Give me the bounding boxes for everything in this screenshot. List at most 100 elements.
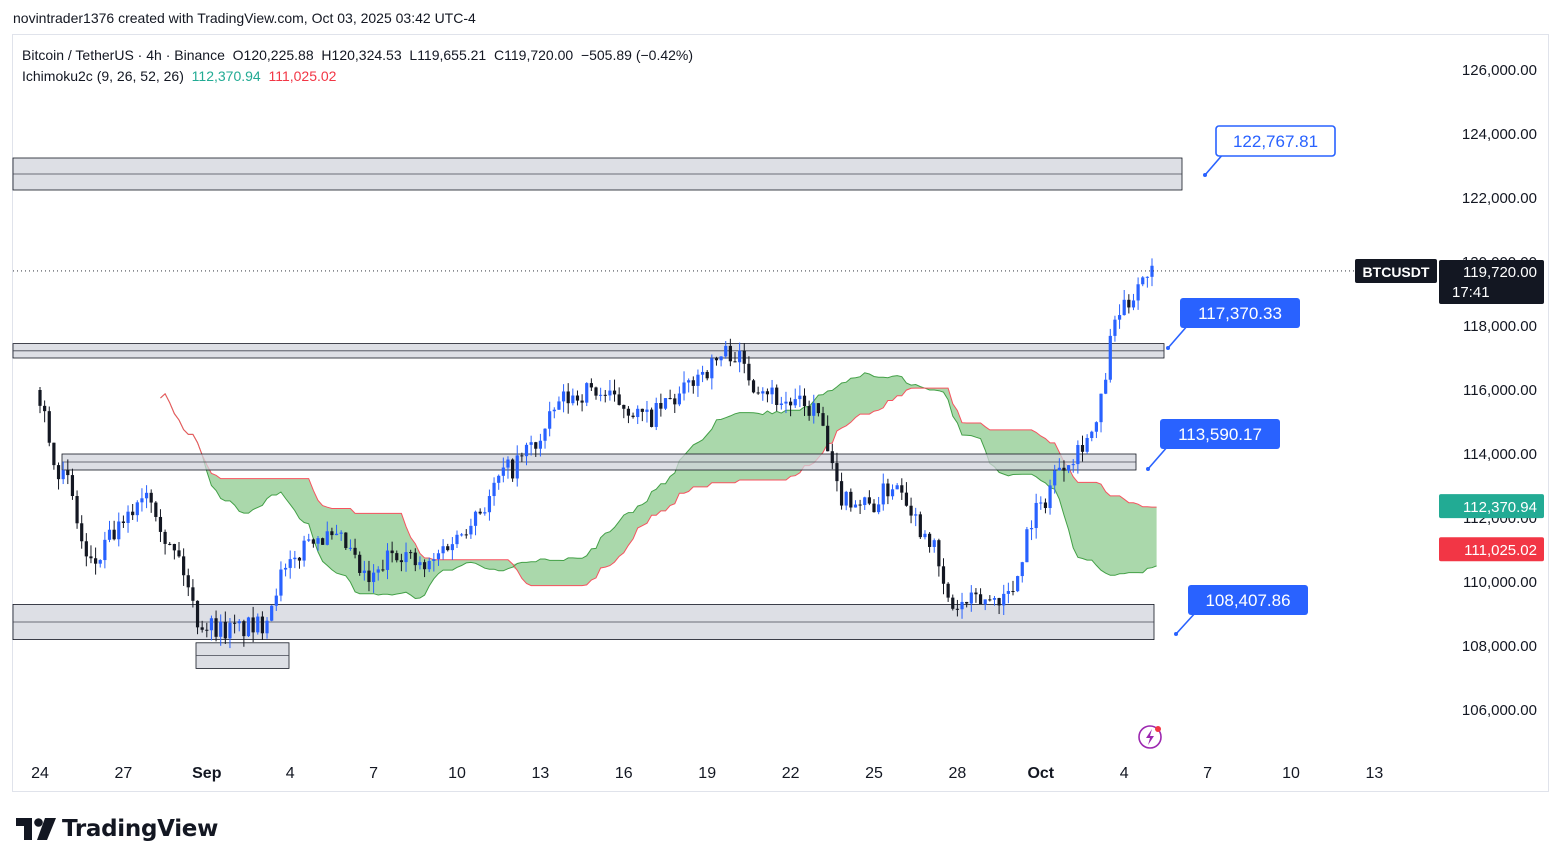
candle-body — [765, 391, 770, 395]
indicator-value-b: 111,025.02 — [268, 68, 337, 84]
open-label: O — [232, 47, 244, 63]
close-value: 119,720.00 — [504, 47, 574, 63]
candle-body — [297, 557, 302, 561]
candle-body — [376, 569, 380, 573]
candle-body — [802, 395, 807, 407]
candle-body — [548, 411, 552, 429]
candle-body — [135, 502, 139, 516]
candle-body — [107, 529, 112, 540]
high-label: H — [321, 47, 332, 63]
candle-body — [1034, 502, 1038, 529]
candle-body — [395, 553, 399, 561]
open-value: 120,225.88 — [243, 47, 314, 63]
candle-body — [1145, 276, 1149, 278]
candle-body — [687, 380, 691, 383]
candle-body — [923, 533, 927, 538]
candle-body — [302, 540, 306, 561]
candle-body — [890, 489, 895, 497]
candle-body — [1076, 445, 1080, 465]
candle-body — [182, 556, 186, 576]
candle-body — [473, 511, 478, 526]
x-tick-label: Sep — [192, 765, 222, 782]
y-tick-label: 126,000.00 — [1462, 62, 1537, 79]
chart-pane[interactable] — [12, 34, 1549, 792]
candle-body — [756, 392, 760, 394]
candle-body — [789, 401, 793, 406]
level-pointer-dot — [1166, 346, 1170, 350]
candle-body — [835, 463, 839, 482]
y-tick-label: 118,000.00 — [1463, 318, 1537, 335]
symbol-legend-row[interactable]: Bitcoin / TetherUS · 4h · Binance O120,2… — [22, 47, 694, 63]
candle-body — [455, 534, 459, 545]
alert-dot-icon — [1155, 726, 1161, 732]
level-pointer-dot — [1146, 467, 1150, 471]
candle-body — [742, 350, 746, 364]
candle-body — [918, 514, 922, 538]
candle-body — [372, 572, 376, 583]
candle-body — [1020, 562, 1024, 577]
candle-body — [427, 560, 431, 570]
candle-body — [983, 599, 987, 605]
candle-body — [589, 383, 593, 388]
symbol-exchange: Binance — [174, 47, 225, 63]
candle-body — [668, 398, 672, 400]
level-label-box — [1180, 298, 1300, 328]
candle-body — [233, 622, 237, 624]
x-tick-label: 24 — [31, 765, 49, 782]
candle-body — [612, 390, 617, 395]
candle-body — [1057, 467, 1061, 471]
candle-body — [1108, 335, 1112, 380]
candle-body — [617, 394, 621, 405]
candle-body — [413, 552, 417, 566]
candle-body — [339, 532, 343, 534]
candle-body — [163, 531, 167, 544]
candle-body — [246, 617, 251, 637]
candle-body — [1080, 445, 1085, 452]
candle-body — [270, 605, 274, 621]
y-tick-label: 124,000.00 — [1462, 126, 1537, 143]
indicator-value-a: 112,370.94 — [191, 68, 261, 84]
candle-body — [515, 455, 519, 479]
candle-body — [1002, 593, 1006, 606]
level-label-box — [1188, 585, 1308, 615]
candle-body — [955, 608, 959, 610]
candle-body — [293, 557, 297, 560]
candle-body — [631, 415, 635, 418]
candle-body — [98, 560, 102, 564]
x-tick-label: 4 — [286, 765, 295, 782]
candle-body — [279, 569, 283, 596]
candle-body — [103, 539, 107, 561]
candle-body — [1006, 591, 1010, 594]
last-price-badge-text: 119,720.00 — [1463, 264, 1537, 281]
candle-body — [594, 387, 598, 396]
candle-body — [960, 601, 964, 610]
candle-body — [928, 533, 932, 547]
candle-body — [603, 394, 607, 396]
tradingview-brand[interactable]: TradingView — [16, 816, 218, 842]
x-tick-label: 10 — [1282, 765, 1300, 782]
price-badge-text: 111,025.02 — [1464, 542, 1537, 559]
level-label-text: 122,767.81 — [1233, 132, 1318, 151]
indicator-legend-row[interactable]: Ichimoku2c (9, 26, 52, 26) 112,370.94 11… — [22, 66, 693, 87]
candle-body — [552, 409, 556, 412]
candle-body — [1136, 284, 1140, 301]
bar-countdown-text: 17:41 — [1452, 284, 1490, 301]
candle-body — [807, 406, 811, 416]
candle-body — [1039, 502, 1043, 504]
candle-body — [585, 383, 589, 403]
candle-body — [779, 403, 783, 405]
tradingview-wordmark: TradingView — [62, 816, 219, 842]
candle-body — [487, 496, 492, 513]
level-pointer-dot — [1203, 173, 1207, 177]
candle-body — [798, 395, 802, 400]
candle-body — [724, 345, 728, 357]
candle-body — [872, 503, 876, 513]
candle-body — [390, 550, 394, 554]
candle-body — [1117, 315, 1122, 320]
candle-body — [61, 470, 65, 480]
alert-flash-bolt-icon — [1146, 729, 1154, 745]
candle-body — [1029, 528, 1034, 530]
close-label: C — [494, 47, 505, 63]
candle-body — [738, 350, 742, 363]
